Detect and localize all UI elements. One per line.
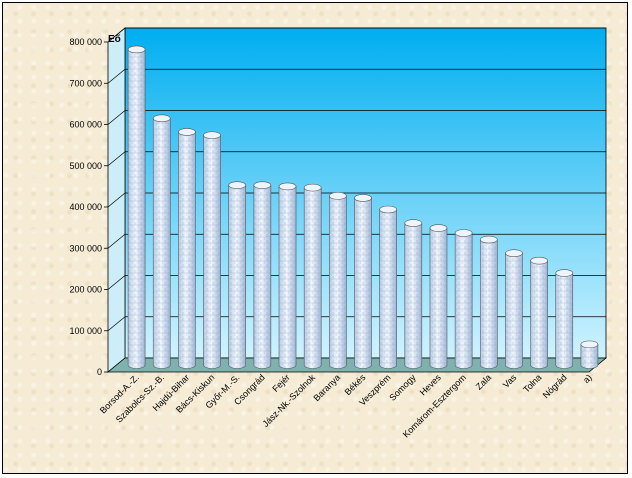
- bar: [505, 249, 523, 369]
- category-label: Nógrád: [541, 372, 569, 400]
- bar: [253, 181, 272, 369]
- bar: [580, 340, 599, 369]
- bar: [152, 114, 171, 369]
- y-axis-ticks: 0 100 000 200 000 300 000 400 000 500 000 600 …: [69, 37, 108, 377]
- y-tick-label: 500 000: [69, 161, 102, 171]
- bar: [379, 205, 397, 369]
- bars: [127, 45, 599, 369]
- y-tick-label: 600 000: [69, 120, 102, 130]
- y-tick-label: 200 000: [69, 285, 102, 295]
- bar: [454, 229, 473, 369]
- bar: [555, 269, 574, 369]
- bar: [429, 224, 448, 369]
- bar: [329, 192, 347, 369]
- grid-line-side: [107, 275, 126, 290]
- bar: [278, 182, 297, 369]
- category-label: a): [581, 372, 594, 385]
- y-tick-label: 0: [97, 367, 102, 377]
- bar: [203, 131, 221, 369]
- grid-line-side: [107, 151, 126, 167]
- category-label: Vas: [501, 372, 519, 390]
- category-label: Tolna: [521, 372, 543, 394]
- category-label: Somogy: [387, 372, 418, 403]
- bar: [404, 219, 423, 369]
- category-label: Fejér: [270, 372, 292, 394]
- grid-line-side: [107, 27, 126, 43]
- y-tick-label: 700 000: [69, 78, 102, 88]
- bar: [479, 235, 498, 369]
- bar: [127, 45, 146, 369]
- grid-line-side: [107, 233, 126, 249]
- y-tick-label: 800 000: [69, 37, 102, 47]
- bar: [178, 128, 196, 369]
- y-tick-label: 100 000: [69, 326, 102, 336]
- grid-line-side: [107, 110, 126, 125]
- y-tick-label: 400 000: [69, 202, 102, 212]
- bar: [354, 194, 372, 369]
- bar: [303, 183, 322, 369]
- y-axis-unit-label: Eő: [108, 34, 121, 45]
- grid-line-side: [107, 316, 126, 332]
- category-label: Baranya: [311, 372, 342, 403]
- y-tick-label: 300 000: [69, 243, 102, 253]
- category-label: Zala: [474, 372, 493, 391]
- grid-line-side: [107, 192, 126, 208]
- grid-line-side: [107, 68, 126, 84]
- category-labels: Borsod-A.-Z.Szabolcs-Sz.-B.Hajdú-BiharBá…: [98, 372, 594, 440]
- bar: [228, 181, 247, 369]
- bar: [530, 256, 548, 369]
